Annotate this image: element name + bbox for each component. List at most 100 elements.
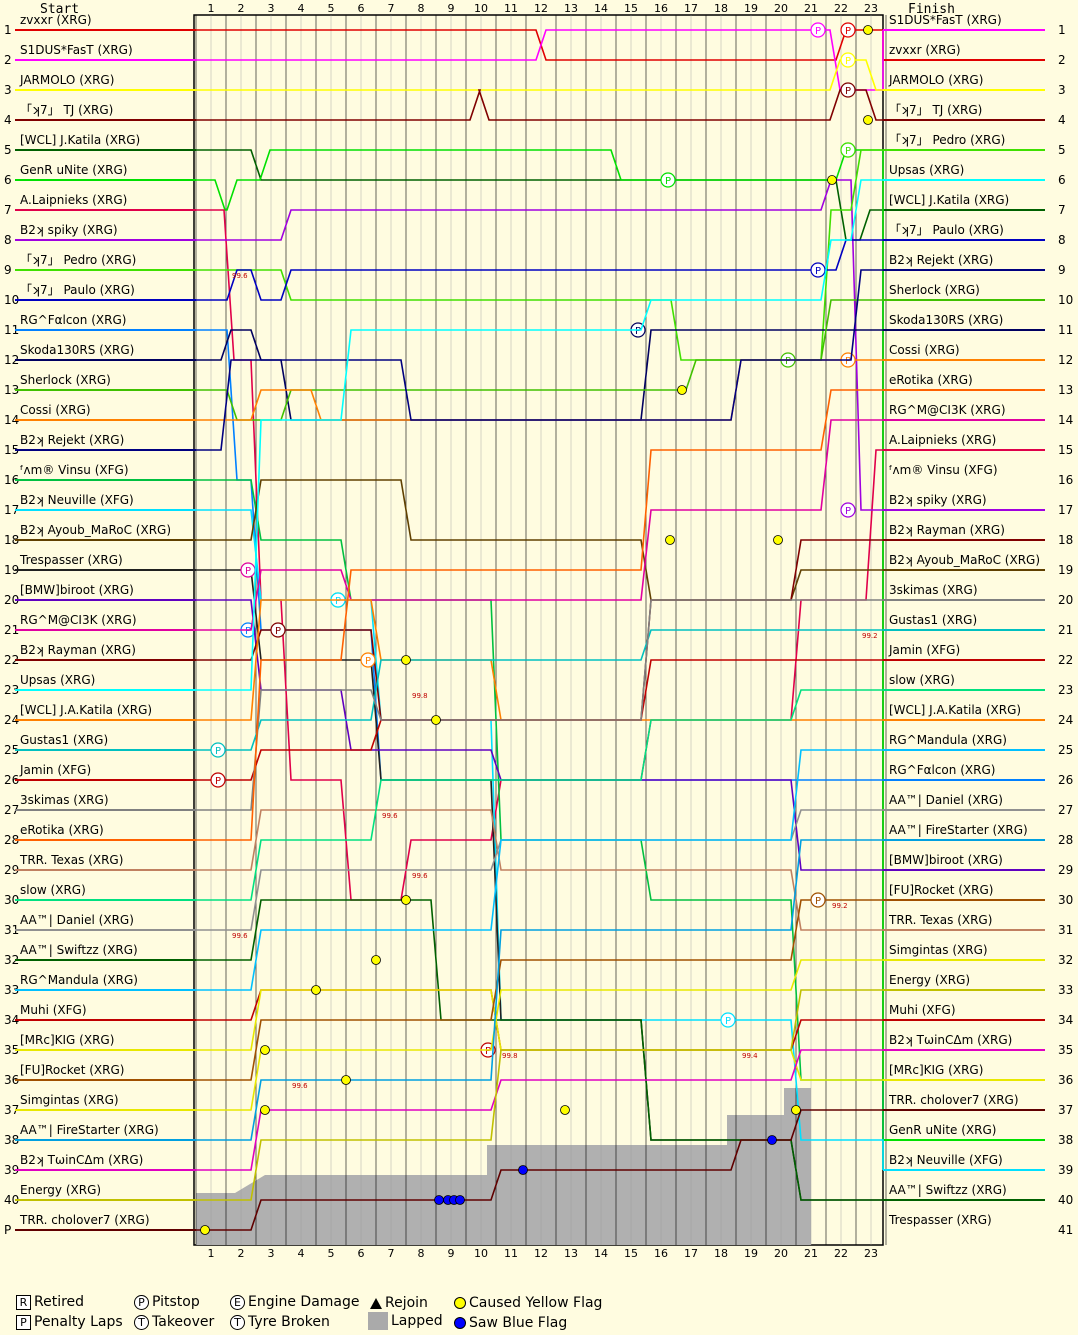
position-label-right: 4 — [1058, 113, 1066, 127]
lap-number-top: 17 — [684, 2, 698, 15]
rejoin-icon — [370, 1297, 382, 1309]
start-driver-name: eRotika (XRG) — [20, 823, 104, 837]
series-line — [196, 989, 883, 1081]
position-label-right: 15 — [1058, 443, 1073, 457]
start-driver-name: B2ʞ spiky (XRG) — [20, 223, 118, 237]
engine-damage-label: 99.2 — [832, 902, 848, 910]
position-label-left: 1 — [4, 23, 12, 37]
pitstop-marker-label: P — [335, 596, 341, 607]
finish-header: Finish — [908, 2, 955, 17]
lap-number-top: 19 — [744, 2, 758, 15]
legend-rejoin-label: Rejoin — [385, 1295, 428, 1311]
finish-driver-name: RG^Fαlcon (XRG) — [889, 763, 995, 777]
position-label-right: 22 — [1058, 653, 1073, 667]
pitstop-marker — [840, 82, 856, 98]
finish-driver-name: B2ʞ Ayoub_MaRoC (XRG) — [889, 553, 1040, 567]
position-label-left: 29 — [4, 863, 19, 877]
lap-number-top: 7 — [388, 2, 395, 15]
position-label-right: 38 — [1058, 1133, 1073, 1147]
start-driver-name: AA™| Daniel (XRG) — [20, 913, 134, 927]
lapped-area — [196, 1088, 811, 1245]
position-label-right: 18 — [1058, 533, 1073, 547]
lap-number-bottom: 21 — [804, 1247, 818, 1260]
legend-rejoin: Rejoin — [370, 1295, 428, 1311]
position-label-left: 36 — [4, 1073, 19, 1087]
start-driver-name: Energy (XRG) — [20, 1183, 101, 1197]
finish-driver-name: slow (XRG) — [889, 673, 955, 687]
pitstop-marker-label: P — [275, 626, 281, 637]
position-label-left: 30 — [4, 893, 19, 907]
lap-number-top: 22 — [834, 2, 848, 15]
position-label-right: 23 — [1058, 683, 1073, 697]
series-line — [196, 989, 883, 1201]
start-driver-name: [WCL] J.Katila (XRG) — [20, 133, 140, 147]
finish-driver-name: B2ʞ Rayman (XRG) — [889, 523, 1005, 537]
lap-number-top: 23 — [864, 2, 878, 15]
lap-number-bottom: 3 — [268, 1247, 275, 1260]
position-label-left: 27 — [4, 803, 19, 817]
lap-number-bottom: 17 — [684, 1247, 698, 1260]
start-driver-name: [WCL] J.A.Katila (XRG) — [20, 703, 152, 717]
lap-number-top: 20 — [774, 2, 788, 15]
position-label-right: 16 — [1058, 473, 1073, 487]
yellow-flag-dot — [200, 1225, 210, 1235]
lap-number-bottom: 12 — [534, 1247, 548, 1260]
position-label-left: 28 — [4, 833, 19, 847]
series-line — [196, 59, 883, 91]
lap-number-top: 3 — [268, 2, 275, 15]
lapped-swatch — [368, 1312, 388, 1330]
engine-damage-label: 99.6 — [382, 812, 398, 820]
position-label-right: 27 — [1058, 803, 1073, 817]
lap-number-top: 12 — [534, 2, 548, 15]
series-line — [196, 1109, 883, 1231]
series-line — [196, 479, 883, 601]
pitstop-marker — [840, 502, 856, 518]
position-label-right: 12 — [1058, 353, 1073, 367]
pitstop-icon: P — [134, 1294, 149, 1310]
series-line — [196, 179, 883, 511]
yellow-flag-dot — [677, 385, 687, 395]
position-label-right: 29 — [1058, 863, 1073, 877]
finish-driver-name: JARMOLO (XRG) — [888, 73, 983, 87]
pitstop-marker — [720, 1012, 736, 1028]
pitstop-marker-label: P — [245, 566, 251, 577]
lap-number-top: 21 — [804, 2, 818, 15]
yellow-flag-dot — [260, 1105, 270, 1115]
pitstop-marker-label: P — [845, 56, 851, 67]
engine-damage-label: 99.6 — [412, 872, 428, 880]
finish-driver-name: Simgintas (XRG) — [889, 943, 988, 957]
position-label-left: 14 — [4, 413, 19, 427]
position-label-left: 13 — [4, 383, 19, 397]
series-line — [196, 239, 883, 301]
engine-damage-label: 99.6 — [232, 932, 248, 940]
finish-driver-name: AA™| Daniel (XRG) — [889, 793, 1003, 807]
yellow-flag-dot — [863, 25, 873, 35]
start-driver-name: AA™| Swiftzz (XRG) — [20, 943, 138, 957]
yellow-flag-dot — [341, 1075, 351, 1085]
series-line — [196, 149, 883, 361]
legend-takeover: T Takeover — [134, 1314, 214, 1330]
lap-number-bottom: 5 — [328, 1247, 335, 1260]
legend: R Retired P Penalty Laps P Pitstop T Tak… — [14, 1294, 654, 1334]
position-label-left: 31 — [4, 923, 19, 937]
position-label-left: 20 — [4, 593, 19, 607]
pitstop-marker-label: P — [215, 776, 221, 787]
yellow-flag-dot — [371, 955, 381, 965]
blue-flag-dot — [434, 1195, 444, 1205]
position-label-left: 18 — [4, 533, 19, 547]
series-line — [196, 269, 883, 451]
position-label-right: 10 — [1058, 293, 1073, 307]
engine-damage-label: 99.6 — [292, 1082, 308, 1090]
yellow-flag-dot — [401, 895, 411, 905]
position-label-left: 34 — [4, 1013, 19, 1027]
start-driver-name: Skoda130RS (XRG) — [20, 343, 134, 357]
finish-driver-name: RG^M@CI3K (XRG) — [889, 403, 1006, 417]
legend-penalty-label: Penalty Laps — [34, 1314, 123, 1330]
lap-number-bottom: 23 — [864, 1247, 878, 1260]
position-label-right: 34 — [1058, 1013, 1073, 1027]
lap-number-top: 6 — [358, 2, 365, 15]
position-label-right: 3 — [1058, 83, 1066, 97]
legend-lapped: Lapped — [368, 1312, 443, 1330]
series-line — [196, 149, 884, 1140]
position-label-right: 13 — [1058, 383, 1073, 397]
